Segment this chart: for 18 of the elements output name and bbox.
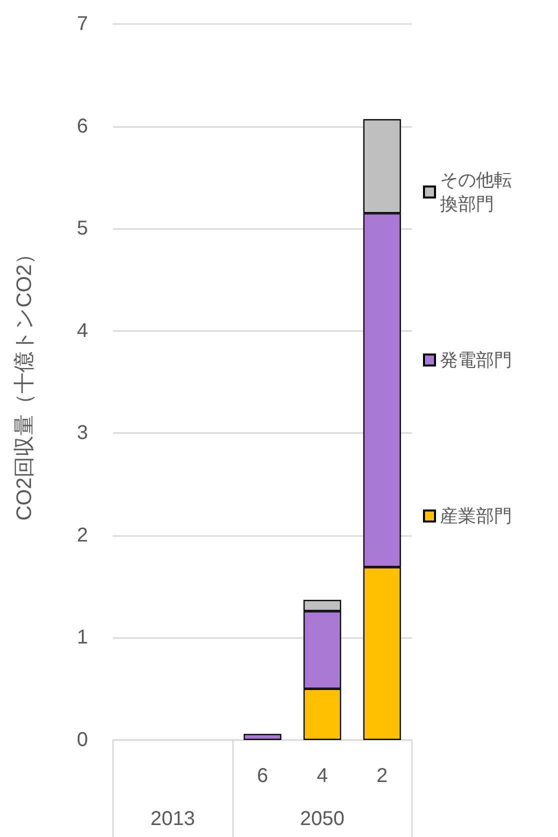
y-tick-label: 6: [76, 115, 88, 138]
y-tick-label: 4: [76, 320, 88, 342]
y-tick-label: 5: [76, 218, 88, 240]
y-tick-label: 0: [76, 729, 88, 751]
y-tick-label: 1: [76, 626, 88, 649]
y-tick-label: 7: [76, 13, 88, 35]
x-tick-label: 4: [316, 765, 328, 787]
y-tick-label: 2: [76, 524, 88, 546]
x-tick-label: 6: [256, 765, 268, 787]
bar: [244, 734, 282, 740]
legend-label: その他転換部門: [440, 170, 512, 214]
legend-label: 発電部門: [440, 350, 512, 370]
text: 2013: [150, 808, 196, 830]
text: 2050: [300, 808, 345, 830]
x-tick-label: 2: [376, 765, 388, 787]
y-tick-label: 3: [76, 422, 88, 444]
legend-label: 産業部門: [440, 506, 512, 526]
y-axis-title: CO2回収量（十億トンCO2）: [13, 243, 36, 521]
